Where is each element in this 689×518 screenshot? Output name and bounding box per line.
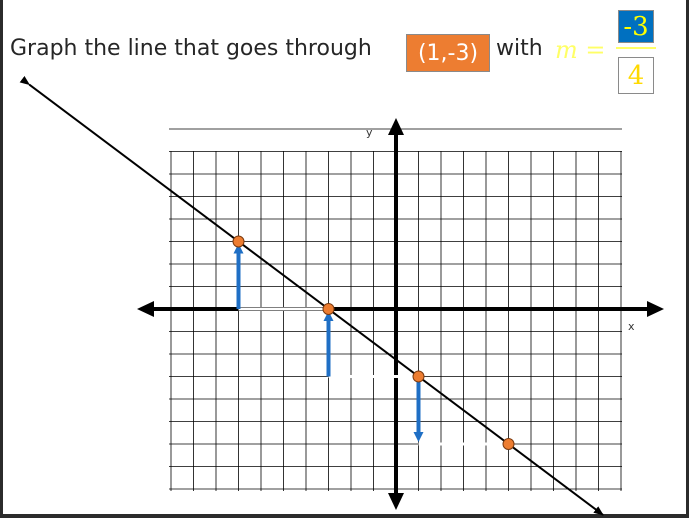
y-axis-label: y — [366, 126, 373, 139]
plotted-point — [412, 370, 425, 383]
x-axis-label: x — [628, 320, 635, 333]
slope-line — [19, 75, 604, 516]
with-word: with — [496, 36, 543, 61]
x-axis-left-arrowhead — [137, 301, 154, 317]
slope-denominator-box: 4 — [618, 57, 654, 94]
prompt-text: Graph the line that goes through — [10, 36, 372, 61]
highlighted-point: (1,-3) — [406, 34, 490, 72]
slope-equation: m = — [555, 36, 606, 64]
y-axis-top-arrowhead — [388, 118, 404, 135]
slope-numerator-box: -3 — [618, 10, 654, 43]
plotted-point — [322, 303, 335, 315]
equals-sign: = — [585, 36, 606, 64]
x-axis-right-arrowhead — [647, 301, 664, 317]
slope-numerator: -3 — [623, 11, 649, 42]
graphed-line — [19, 75, 604, 516]
plotted-point — [502, 438, 515, 450]
m-symbol: m — [555, 36, 578, 64]
plotted-points — [232, 235, 515, 450]
y-axis-bottom-arrowhead — [388, 493, 404, 510]
plotted-point — [232, 235, 245, 248]
slope-denominator: 4 — [627, 60, 645, 91]
point-label: (1,-3) — [417, 40, 479, 66]
fraction-bar — [616, 47, 656, 49]
rise-arrows — [233, 243, 424, 442]
